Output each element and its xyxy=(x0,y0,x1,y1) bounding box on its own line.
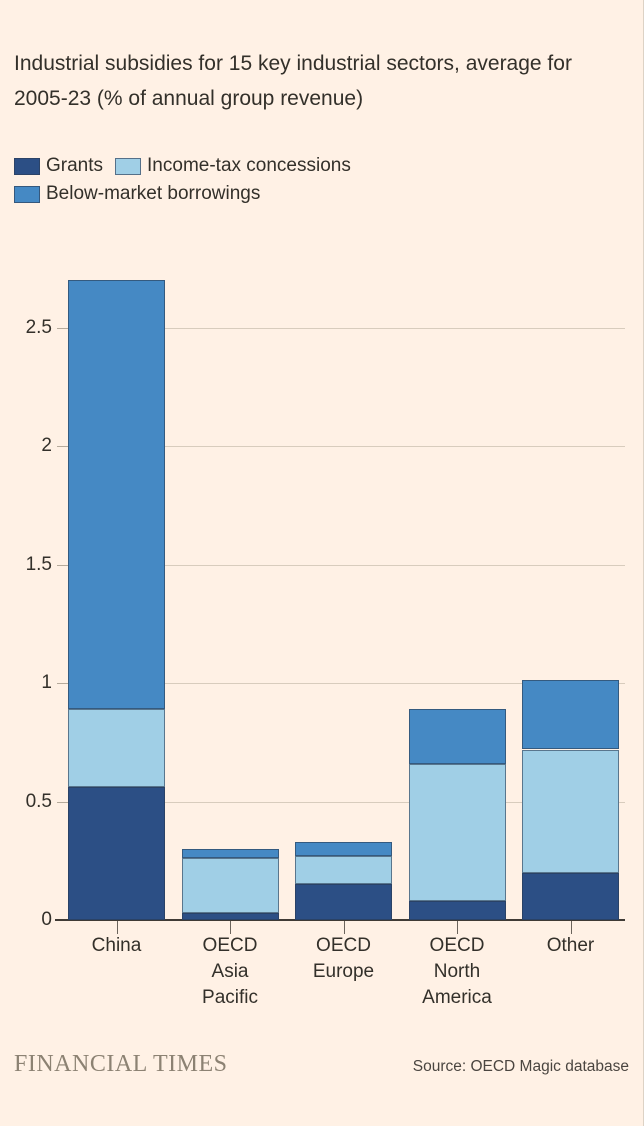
bar-segment xyxy=(68,709,165,787)
grants-swatch-icon xyxy=(14,157,40,175)
bar-segment xyxy=(295,856,392,884)
bar-segment xyxy=(181,849,279,858)
x-axis-label: OECD Asia Pacific xyxy=(202,935,258,1008)
legend-label: Income-tax concessions xyxy=(147,155,351,176)
x-axis-label: China xyxy=(91,935,142,956)
y-axis-tick xyxy=(57,683,68,684)
y-axis-tick xyxy=(57,446,68,447)
bar-segment xyxy=(295,842,392,856)
source-note: Source: OECD Magic database xyxy=(412,1058,629,1075)
x-axis-tick xyxy=(343,921,345,934)
y-axis-label: 2 xyxy=(41,435,52,456)
chart-legend: Grants Income-tax concessions Below-mark… xyxy=(14,152,363,208)
bar-segment xyxy=(181,913,279,920)
y-axis-tick xyxy=(57,801,68,803)
bar-segment xyxy=(522,873,619,920)
bar-segment xyxy=(68,280,165,709)
x-axis-label: OECD North America xyxy=(422,935,492,1008)
gridline xyxy=(68,446,625,447)
y-axis-label: 0 xyxy=(41,909,52,930)
gridline xyxy=(68,683,625,684)
bar-segment xyxy=(181,858,279,913)
x-axis-label: Other xyxy=(546,935,595,956)
x-axis-tick xyxy=(116,921,118,934)
y-axis-label: 1 xyxy=(41,672,52,693)
bar-segment xyxy=(408,901,506,920)
chart-title: Industrial subsidies for 15 key industri… xyxy=(14,52,572,110)
x-axis-tick xyxy=(230,921,231,934)
y-axis-label: 1.5 xyxy=(25,553,52,575)
y-axis-label: 2.5 xyxy=(25,316,52,338)
y-axis-tick xyxy=(57,564,68,566)
bar-segment xyxy=(522,680,619,749)
legend-row: Below-market borrowings xyxy=(14,180,363,208)
bar-segment xyxy=(408,764,506,901)
x-axis-tick xyxy=(457,921,458,934)
bar-segment xyxy=(408,709,506,764)
gridline xyxy=(68,801,625,803)
below-market-swatch-icon xyxy=(14,185,40,203)
x-axis-tick xyxy=(570,921,572,934)
bar-segment xyxy=(295,884,392,920)
legend-item-income-tax: Income-tax concessions xyxy=(115,155,351,177)
bar-segment xyxy=(522,750,619,873)
x-axis-label: OECD Europe xyxy=(312,935,375,982)
legend-item-grants: Grants xyxy=(14,155,103,177)
gridline xyxy=(68,564,625,566)
gridline xyxy=(68,327,625,329)
x-axis-line xyxy=(55,919,625,921)
legend-label: Grants xyxy=(46,155,104,176)
bar-segment xyxy=(68,787,165,920)
legend-row: Grants Income-tax concessions xyxy=(14,152,363,180)
y-axis-label: 0.5 xyxy=(25,790,52,812)
legend-item-below-market: Below-market borrowings xyxy=(14,183,260,205)
financial-times-logo: FINANCIAL TIMES xyxy=(14,1051,228,1077)
income-tax-swatch-icon xyxy=(115,157,142,175)
legend-label: Below-market borrowings xyxy=(46,183,261,204)
y-axis-tick xyxy=(57,327,68,329)
